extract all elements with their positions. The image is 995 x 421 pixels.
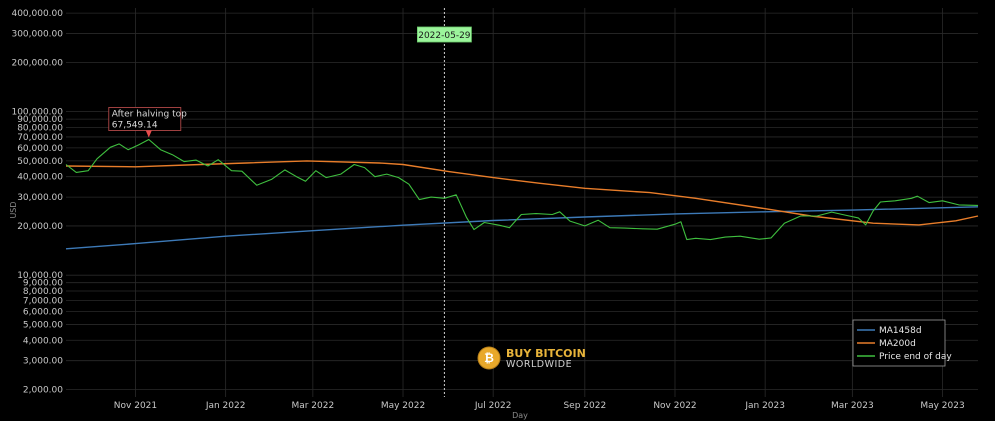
brand-logo: ₿ BUY BITCOIN WORLDWIDE: [477, 346, 586, 370]
y-tick-label: 8,000.00: [23, 287, 63, 297]
y-tick-label: 9,000.00: [23, 279, 63, 289]
y-tick-label: 50,000.00: [17, 157, 63, 167]
x-tick-label: May 2022: [381, 401, 425, 411]
y-tick-label: 70,000.00: [17, 133, 63, 143]
legend-label[interactable]: MA200d: [879, 339, 916, 349]
legend-label[interactable]: MA1458d: [879, 326, 922, 336]
bitcoin-glyph: ₿: [484, 351, 494, 365]
x-tick-label: Nov 2021: [114, 401, 157, 411]
y-tick-label: 60,000.00: [17, 144, 63, 154]
y-tick-label: 2,000.00: [23, 386, 63, 396]
series-line-ma200d: [65, 160, 979, 226]
y-axis: 2,000.00 3,000.00 4,000.00 5,000.00 6,000.00…: [11, 9, 63, 395]
legend[interactable]: MA1458d MA200d Price end of day: [852, 319, 952, 367]
brand-line-2: WORLDWIDE: [506, 359, 572, 370]
series-line-price-end-of-day: [65, 138, 979, 241]
peak-annotation-value: 67,549.14: [112, 120, 158, 130]
y-tick-label: 90,000.00: [17, 115, 63, 125]
y-tick-label: 200,000.00: [11, 58, 63, 68]
x-axis: Nov 2021 Jan 2022 Mar 2022 May 2022 Jul 2022…: [114, 401, 965, 411]
y-tick-label: 10,000.00: [17, 271, 63, 281]
date-marker-label: 2022-05-29: [418, 31, 471, 41]
legend-label[interactable]: Price end of day: [879, 352, 952, 362]
peak-annotation-label: After halving top: [112, 109, 187, 119]
y-tick-label: 100,000.00: [11, 108, 63, 118]
x-tick-label: Jan 2022: [205, 401, 246, 411]
y-tick-label: 5,000.00: [23, 320, 63, 330]
y-tick-label: 300,000.00: [11, 30, 63, 40]
peak-annotation-pointer: [145, 130, 152, 138]
y-tick-label: 6,000.00: [23, 307, 63, 317]
y-tick-label: 20,000.00: [17, 222, 63, 232]
series-layer: [65, 138, 979, 250]
brand-line-1: BUY BITCOIN: [506, 347, 586, 360]
y-tick-label: 3,000.00: [23, 357, 63, 367]
y-tick-label: 7,000.00: [23, 297, 63, 307]
x-tick-label: Mar 2022: [291, 401, 334, 411]
y-tick-label: 40,000.00: [17, 173, 63, 183]
date-marker-box: [416, 26, 472, 43]
x-tick-label: Mar 2023: [831, 401, 874, 411]
legend-box: [852, 319, 946, 367]
y-tick-label: 30,000.00: [17, 193, 63, 203]
y-axis-title: USD: [9, 201, 18, 218]
grid-lines: [66, 8, 978, 397]
x-axis-title: Day: [512, 411, 528, 420]
y-tick-label: 80,000.00: [17, 123, 63, 133]
peak-annotation-box: [108, 107, 182, 131]
y-tick-label: 4,000.00: [23, 336, 63, 346]
x-tick-label: Jan 2023: [744, 401, 785, 411]
x-tick-label: Jul 2022: [474, 401, 512, 411]
bitcoin-coin-icon: [477, 346, 501, 370]
x-tick-label: Sep 2022: [563, 401, 606, 411]
x-tick-label: May 2023: [920, 401, 964, 411]
y-tick-label: 400,000.00: [11, 9, 63, 19]
series-line-ma1458d: [65, 206, 979, 250]
x-tick-label: Nov 2022: [653, 401, 696, 411]
